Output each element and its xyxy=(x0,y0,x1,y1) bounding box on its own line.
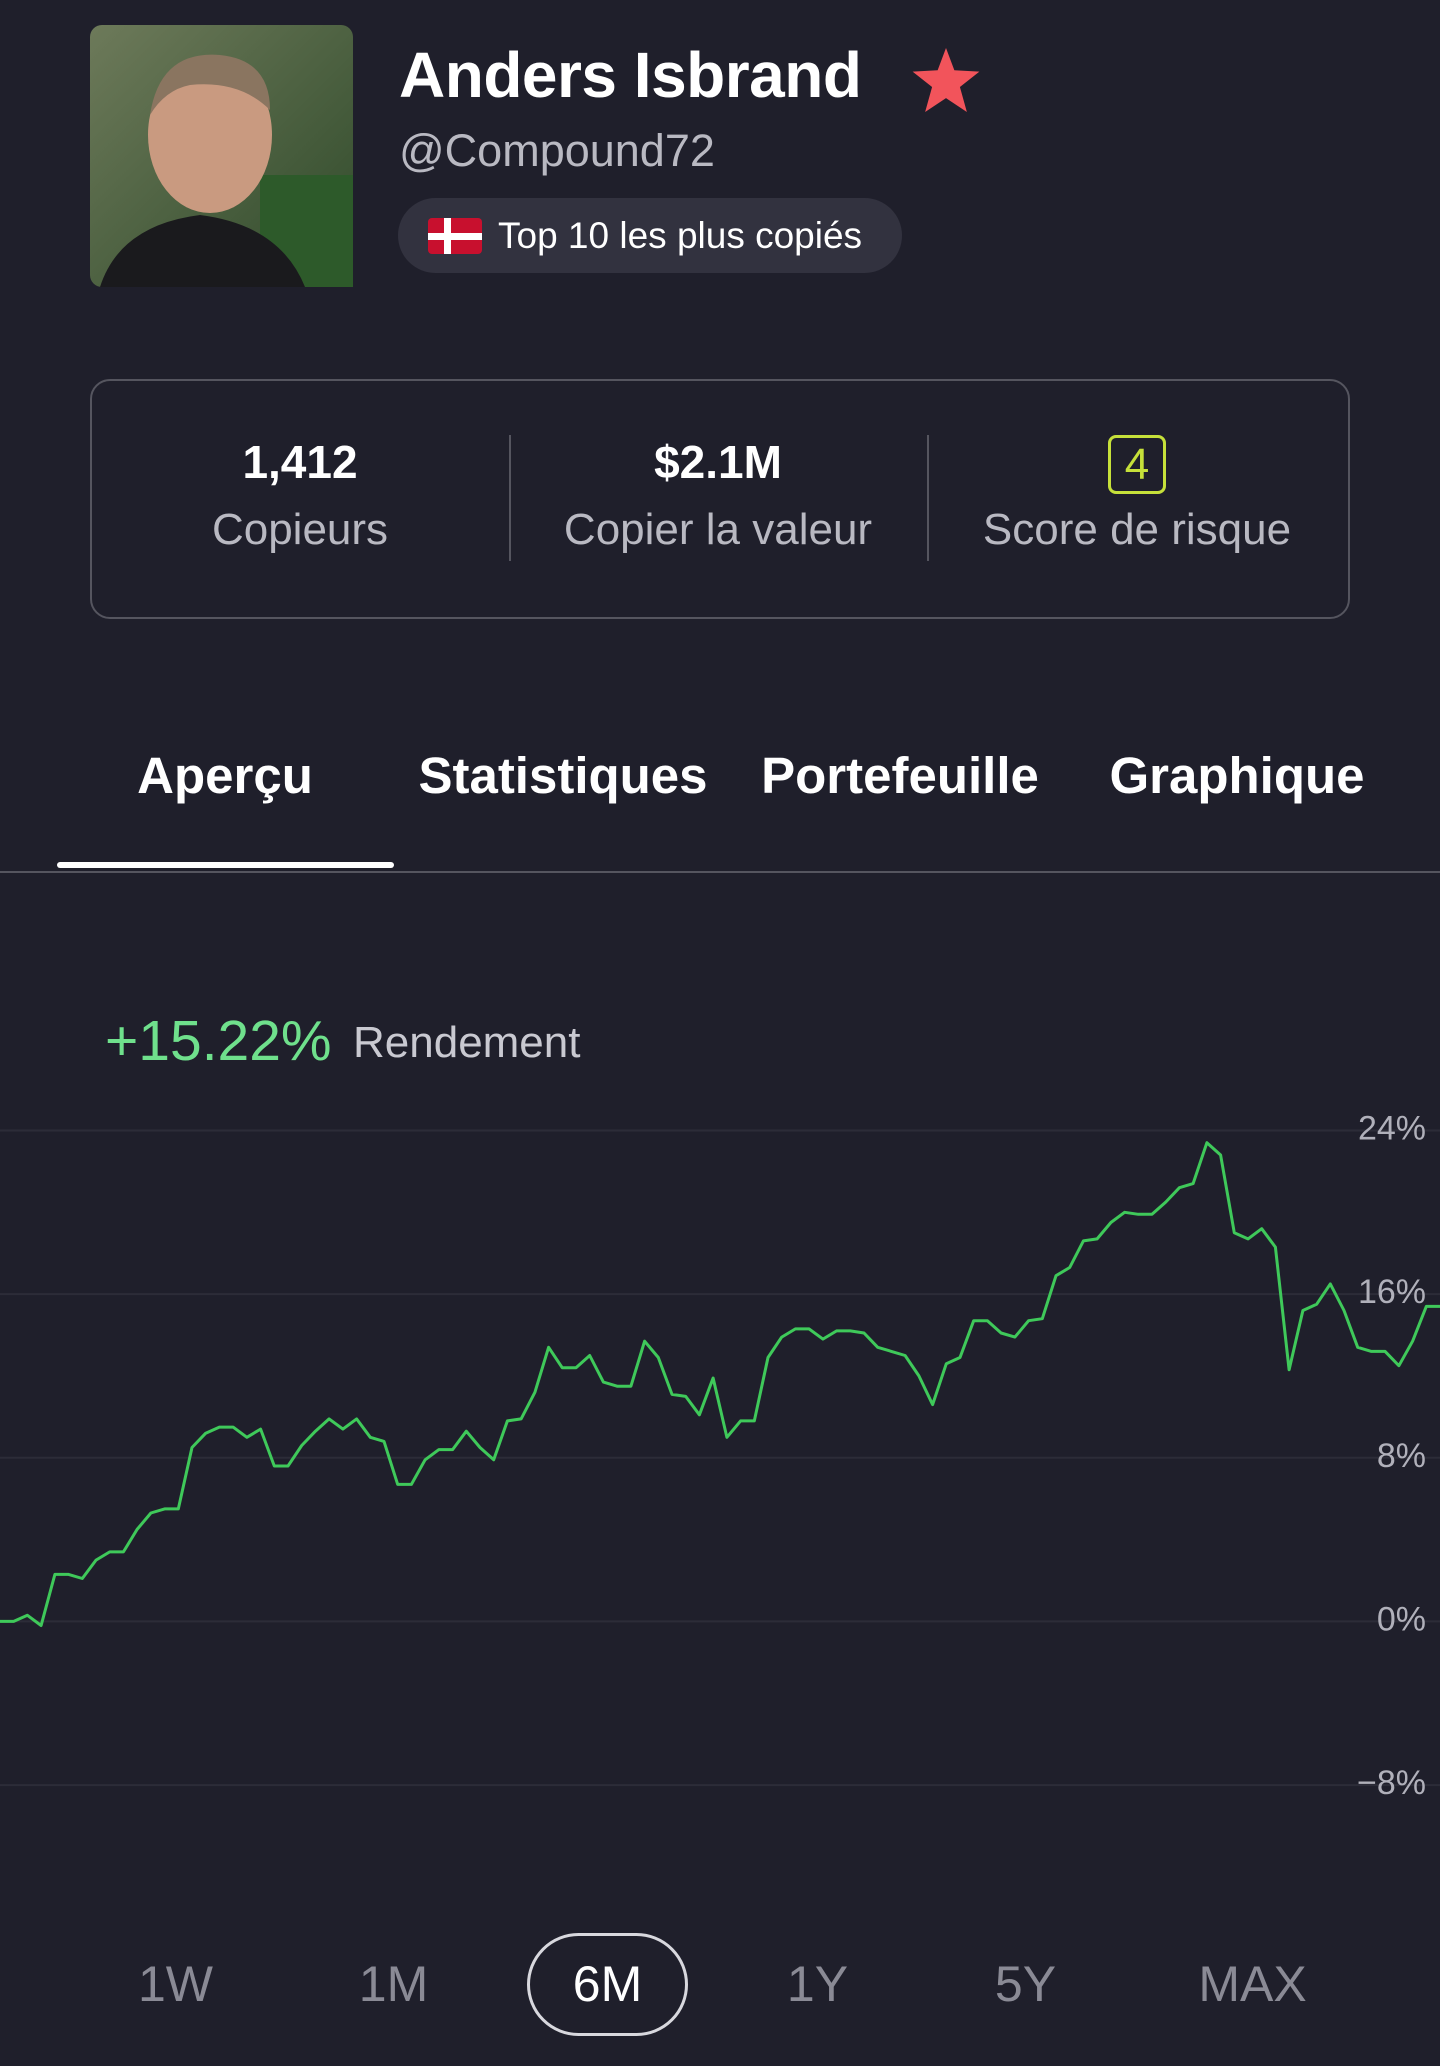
stat-value: $2.1M xyxy=(654,436,782,488)
range-button[interactable]: 1Y xyxy=(786,1956,849,2012)
tab-indicator xyxy=(57,862,394,868)
range-button[interactable]: 5Y xyxy=(994,1956,1057,2012)
stat-label: Copier la valeur xyxy=(563,505,873,554)
range-button[interactable]: 1M xyxy=(358,1956,429,2012)
divider xyxy=(927,435,929,561)
tab-divider xyxy=(0,871,1440,873)
stat-value: 1,412 xyxy=(242,436,358,488)
tab[interactable]: Statistiques xyxy=(418,747,708,804)
avatar xyxy=(90,25,353,287)
y-tick-label: 24% xyxy=(1358,1109,1426,1147)
return-label: Rendement xyxy=(353,1018,581,1067)
tab[interactable]: Aperçu xyxy=(137,747,313,804)
y-tick-label: 16% xyxy=(1358,1273,1426,1311)
favorite-star[interactable] xyxy=(912,48,980,112)
badge-text: Top 10 les plus copiés xyxy=(498,215,863,256)
y-tick-label: −8% xyxy=(1357,1764,1426,1802)
divider xyxy=(509,435,511,561)
y-tick-label: 0% xyxy=(1377,1600,1426,1638)
tab[interactable]: Portefeuille xyxy=(761,747,1039,804)
chart: 24% 16% 8% 0% −8% xyxy=(0,1109,1440,1802)
profile-name: Anders Isbrand xyxy=(399,39,862,111)
stats-box xyxy=(90,379,1350,619)
range-button[interactable]: MAX xyxy=(1198,1956,1307,2012)
flag xyxy=(428,218,482,254)
badge: Top 10 les plus copiés xyxy=(398,198,902,273)
stat-label: Copieurs xyxy=(211,505,389,554)
tab[interactable]: Graphique xyxy=(1109,747,1365,804)
return-line xyxy=(0,1141,1440,1627)
risk-score: 4 xyxy=(1108,435,1166,494)
return-value: +15.22% xyxy=(105,1009,332,1073)
range-button[interactable]: 1W xyxy=(138,1956,213,2012)
y-tick-label: 8% xyxy=(1377,1437,1426,1475)
range-button[interactable]: 6M xyxy=(527,1933,688,2036)
stat-label: Score de risque xyxy=(982,505,1292,554)
profile-handle: @Compound72 xyxy=(399,125,715,176)
